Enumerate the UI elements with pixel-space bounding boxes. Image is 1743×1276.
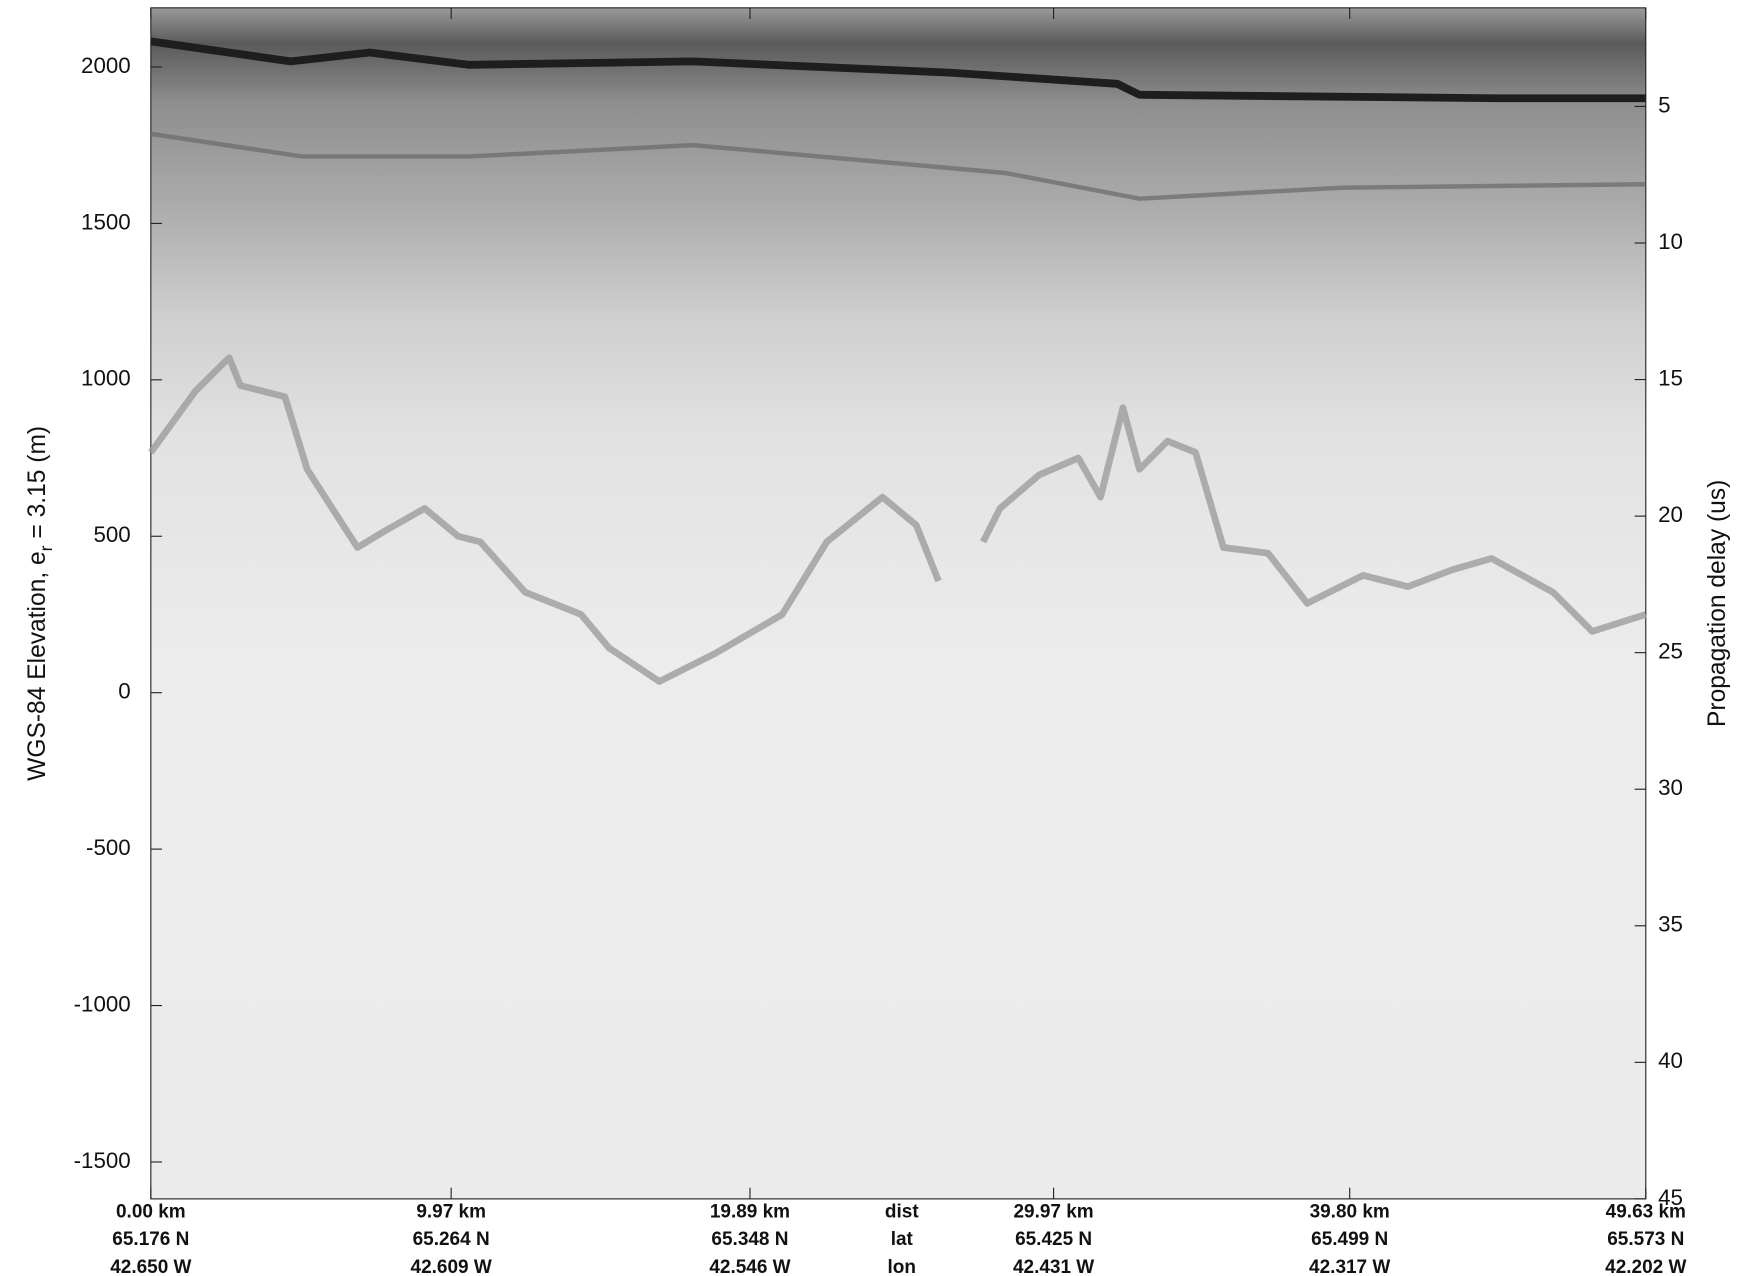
y-label-subscript: r	[36, 545, 56, 551]
y-tick-label: 500	[93, 522, 130, 547]
lon-label: 42.609 W	[411, 1257, 492, 1276]
y-label-suffix: = 3.15 (m)	[23, 426, 50, 546]
lat-label: 65.573 N	[1607, 1229, 1684, 1250]
y-tick-label: -1500	[74, 1148, 131, 1173]
bed-trace	[148, 354, 1647, 685]
echogram-background	[150, 7, 1646, 1199]
layer-trace	[150, 131, 1646, 201]
plot-frame	[150, 7, 1647, 1200]
y-tick-label: 1000	[81, 366, 131, 391]
row-label: dist	[885, 1201, 919, 1222]
y2-tick-label: 45	[1658, 1185, 1683, 1210]
y2-tick-label: 10	[1658, 229, 1683, 254]
lon-label: 42.650 W	[110, 1257, 191, 1276]
y2-tick-label: 40	[1658, 1048, 1683, 1073]
y-tick-label: 2000	[81, 53, 131, 78]
y2-axis-label: Propagation delay (us)	[1704, 480, 1731, 727]
row-label: lat	[891, 1229, 914, 1250]
y2-tick-label: 30	[1658, 775, 1683, 800]
x-tick-label: 19.89 km	[710, 1201, 790, 1222]
y2-tick-label: 5	[1658, 92, 1670, 117]
y-axis-label: WGS-84 Elevation, er = 3.15 (m)	[23, 426, 55, 781]
y2-tick-label: 15	[1658, 365, 1683, 390]
surface-trace	[150, 37, 1646, 103]
x-tick-label: 39.80 km	[1310, 1201, 1390, 1222]
y-tick-label: -500	[86, 835, 131, 860]
lat-label: 65.348 N	[711, 1229, 788, 1250]
lat-label: 65.425 N	[1015, 1229, 1092, 1250]
lat-label: 65.264 N	[413, 1229, 490, 1250]
row-label: lon	[888, 1257, 916, 1276]
y2-tick-label: 20	[1658, 502, 1683, 527]
x-tick-label: 0.00 km	[116, 1201, 186, 1222]
y-tick-label: -1000	[74, 991, 131, 1016]
lon-label: 42.317 W	[1309, 1257, 1390, 1276]
y2-tick-label: 25	[1658, 639, 1683, 664]
y2-tick-label: 35	[1658, 912, 1683, 937]
lat-label: 65.499 N	[1311, 1229, 1388, 1250]
y-label-main: WGS-84 Elevation, e	[23, 551, 50, 781]
lon-label: 42.431 W	[1013, 1257, 1094, 1276]
x-tick-label: 49.63 km	[1606, 1201, 1686, 1222]
lon-label: 42.202 W	[1605, 1257, 1686, 1276]
x-tick-label: 29.97 km	[1013, 1201, 1093, 1222]
lon-label: 42.546 W	[709, 1257, 790, 1276]
y-tick-label: 0	[118, 679, 130, 704]
lat-label: 65.176 N	[112, 1229, 189, 1250]
y-tick-label: 1500	[81, 209, 131, 234]
x-tick-label: 9.97 km	[416, 1201, 486, 1222]
